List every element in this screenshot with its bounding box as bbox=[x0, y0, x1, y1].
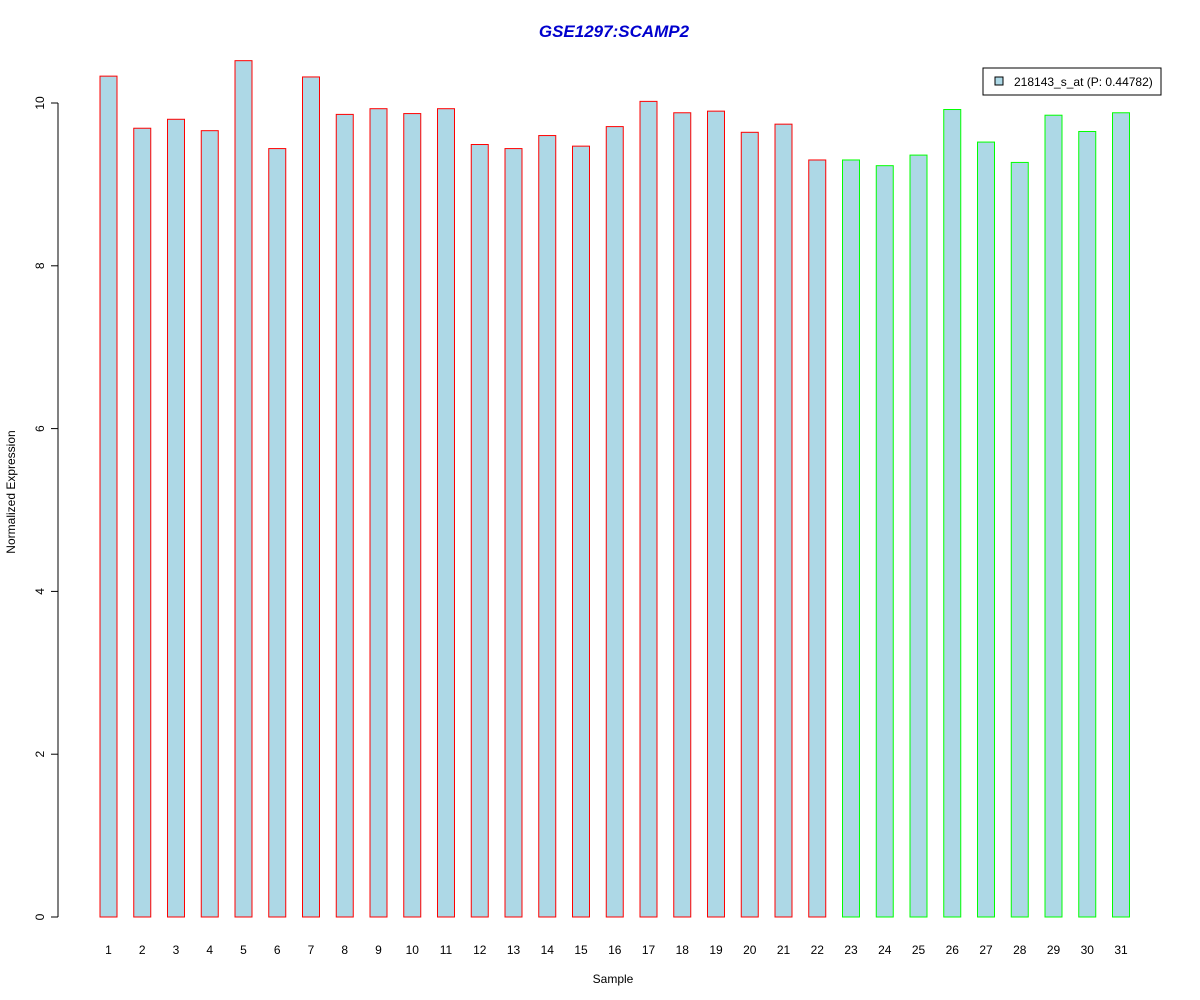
x-tick-label: 3 bbox=[173, 943, 180, 957]
y-tick-label: 10 bbox=[33, 96, 47, 110]
legend-box bbox=[982, 67, 1162, 96]
x-tick-label: 25 bbox=[912, 943, 926, 957]
bar-sample-28 bbox=[1010, 161, 1029, 918]
x-tick-label: 24 bbox=[878, 943, 892, 957]
x-tick-label: 13 bbox=[507, 943, 521, 957]
x-tick-label: 8 bbox=[341, 943, 348, 957]
bar-sample-26 bbox=[943, 109, 962, 918]
y-tick-label: 0 bbox=[33, 913, 47, 920]
x-tick-label: 27 bbox=[979, 943, 993, 957]
y-axis-title: Normalized Expression bbox=[4, 430, 18, 553]
x-tick-label: 5 bbox=[240, 943, 247, 957]
y-axis-ticks: 0 2 4 6 8 10 bbox=[33, 96, 58, 920]
legend-label: 218143_s_at (P: 0.44782) bbox=[1014, 75, 1153, 89]
bar-sample-17 bbox=[639, 100, 658, 918]
x-axis-title: Sample bbox=[593, 972, 634, 986]
bar-sample-24 bbox=[875, 165, 894, 918]
x-tick-label: 20 bbox=[743, 943, 757, 957]
bar-sample-21 bbox=[774, 123, 793, 918]
x-tick-label: 29 bbox=[1047, 943, 1061, 957]
y-tick-label: 2 bbox=[33, 751, 47, 758]
bar-sample-8 bbox=[335, 113, 354, 918]
x-tick-label: 2 bbox=[139, 943, 146, 957]
bar-sample-31 bbox=[1112, 112, 1130, 918]
x-tick-label: 6 bbox=[274, 943, 281, 957]
x-tick-label: 22 bbox=[811, 943, 825, 957]
x-tick-label: 23 bbox=[844, 943, 858, 957]
bar-sample-12 bbox=[470, 144, 489, 918]
bar-sample-25 bbox=[909, 154, 928, 918]
bar-sample-27 bbox=[977, 141, 995, 918]
bar-sample-30 bbox=[1078, 130, 1097, 918]
x-tick-label: 16 bbox=[608, 943, 622, 957]
bar-sample-16 bbox=[605, 126, 624, 918]
x-tick-label: 21 bbox=[777, 943, 791, 957]
x-tick-label: 12 bbox=[473, 943, 487, 957]
y-tick-label: 6 bbox=[33, 425, 47, 432]
x-tick-label: 14 bbox=[541, 943, 555, 957]
x-tick-label: 7 bbox=[308, 943, 315, 957]
bar-sample-23 bbox=[842, 159, 860, 918]
y-tick-label: 8 bbox=[33, 262, 47, 269]
bar-sample-11 bbox=[437, 108, 455, 918]
x-axis-tick-labels: 1 2 3 4 5 6 7 8 9 10 11 12 13 14 15 16 17 18 19 20 21 22 23 24 2… bbox=[105, 943, 1128, 957]
x-tick-label: 17 bbox=[642, 943, 656, 957]
bar-sample-29 bbox=[1044, 114, 1063, 918]
x-tick-label: 15 bbox=[574, 943, 588, 957]
bar-sample-1 bbox=[99, 75, 118, 918]
bar-sample-2 bbox=[133, 127, 152, 918]
x-tick-label: 4 bbox=[206, 943, 213, 957]
bar-sample-14 bbox=[538, 135, 557, 918]
bar-sample-7 bbox=[302, 76, 320, 918]
x-tick-label: 28 bbox=[1013, 943, 1027, 957]
legend-swatch bbox=[994, 76, 1004, 86]
x-tick-label: 31 bbox=[1114, 943, 1128, 957]
bar-sample-15 bbox=[572, 145, 590, 918]
bar-sample-10 bbox=[403, 113, 422, 918]
chart-title: GSE1297:SCAMP2 bbox=[539, 22, 690, 41]
x-tick-label: 1 bbox=[105, 943, 112, 957]
legend: 218143_s_at (P: 0.44782) bbox=[982, 67, 1162, 96]
bar-sample-4 bbox=[200, 130, 219, 918]
bar-sample-3 bbox=[167, 118, 185, 918]
bar-sample-18 bbox=[673, 112, 692, 918]
x-tick-label: 30 bbox=[1081, 943, 1095, 957]
x-tick-label: 26 bbox=[946, 943, 960, 957]
bar-sample-5 bbox=[234, 60, 253, 918]
bars-group bbox=[99, 60, 1130, 918]
x-tick-label: 18 bbox=[676, 943, 690, 957]
bar-sample-9 bbox=[369, 108, 388, 918]
bar-sample-6 bbox=[268, 148, 287, 918]
x-tick-label: 11 bbox=[440, 943, 453, 957]
bar-sample-19 bbox=[707, 110, 725, 918]
y-tick-label: 4 bbox=[33, 588, 47, 595]
bar-sample-20 bbox=[740, 131, 759, 918]
bar-sample-13 bbox=[504, 148, 523, 918]
x-tick-label: 10 bbox=[406, 943, 420, 957]
bar-sample-22 bbox=[808, 159, 827, 918]
x-tick-label: 9 bbox=[375, 943, 382, 957]
x-tick-label: 19 bbox=[709, 943, 723, 957]
